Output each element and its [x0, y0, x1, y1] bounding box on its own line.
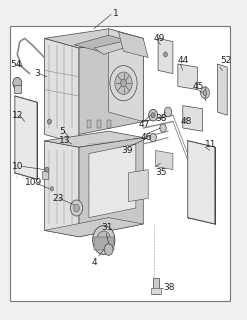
Polygon shape [183, 106, 203, 131]
Polygon shape [217, 64, 227, 115]
Polygon shape [188, 141, 215, 224]
Bar [14, 85, 21, 93]
Polygon shape [79, 38, 143, 134]
Circle shape [70, 200, 83, 216]
Bar [107, 120, 111, 128]
Text: 11: 11 [205, 140, 217, 148]
Bar [42, 171, 48, 179]
Circle shape [160, 124, 166, 132]
Polygon shape [15, 96, 37, 179]
Polygon shape [94, 38, 143, 54]
Polygon shape [178, 64, 198, 90]
Circle shape [45, 167, 49, 172]
Bar [97, 120, 101, 128]
Circle shape [110, 66, 137, 101]
Polygon shape [79, 138, 143, 237]
Circle shape [201, 87, 209, 99]
Text: 3: 3 [35, 69, 40, 78]
Polygon shape [158, 38, 173, 74]
Text: 10: 10 [12, 162, 24, 171]
Text: 47: 47 [138, 120, 150, 129]
Polygon shape [44, 29, 143, 48]
Polygon shape [44, 141, 79, 237]
Polygon shape [74, 35, 131, 51]
Circle shape [164, 52, 167, 57]
Circle shape [115, 72, 132, 94]
Text: 45: 45 [193, 82, 204, 91]
Text: 4: 4 [91, 258, 97, 267]
Text: 5: 5 [59, 127, 65, 136]
Circle shape [13, 77, 22, 89]
Text: 52: 52 [220, 56, 231, 65]
Polygon shape [128, 170, 148, 202]
Text: 109: 109 [25, 178, 42, 187]
Text: 38: 38 [163, 284, 175, 292]
Text: 44: 44 [178, 56, 189, 65]
Bar [153, 278, 159, 294]
Text: 39: 39 [121, 146, 133, 155]
Text: 23: 23 [52, 194, 63, 203]
Polygon shape [156, 150, 173, 170]
Circle shape [150, 133, 156, 142]
Text: 46: 46 [141, 133, 152, 142]
Text: 38: 38 [156, 114, 167, 123]
Circle shape [47, 119, 51, 124]
Circle shape [203, 90, 207, 95]
Circle shape [74, 204, 80, 212]
Text: 35: 35 [156, 168, 167, 177]
Polygon shape [44, 38, 79, 144]
Text: 49: 49 [153, 34, 165, 43]
Text: 12: 12 [12, 111, 24, 120]
Text: 13: 13 [59, 136, 71, 145]
Polygon shape [119, 32, 148, 58]
Circle shape [151, 113, 155, 118]
Text: 1: 1 [113, 9, 119, 18]
Circle shape [50, 187, 54, 191]
Polygon shape [44, 218, 143, 237]
Text: 48: 48 [180, 117, 192, 126]
Polygon shape [94, 237, 114, 250]
Polygon shape [44, 131, 143, 147]
Polygon shape [151, 288, 161, 294]
Polygon shape [89, 144, 136, 218]
Circle shape [121, 79, 126, 87]
Circle shape [93, 226, 115, 254]
Polygon shape [109, 29, 143, 122]
Circle shape [97, 231, 111, 249]
Text: 54: 54 [10, 60, 21, 68]
Circle shape [164, 107, 172, 117]
Bar [87, 120, 91, 128]
Circle shape [149, 109, 158, 121]
Bar [10, 26, 230, 301]
Circle shape [104, 244, 113, 255]
Text: 31: 31 [101, 223, 113, 232]
